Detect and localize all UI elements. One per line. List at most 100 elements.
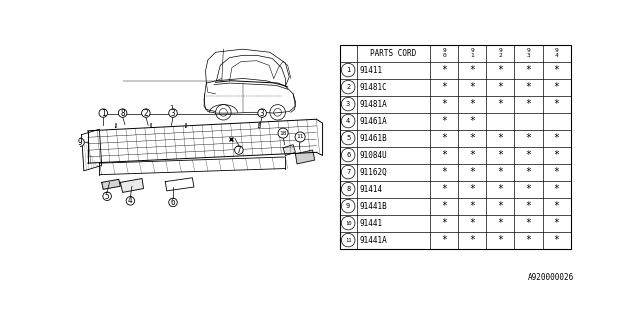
Text: *: * xyxy=(525,201,531,211)
Text: *: * xyxy=(497,150,504,160)
Text: 9
0: 9 0 xyxy=(442,48,446,58)
Text: *: * xyxy=(442,150,447,160)
Text: *: * xyxy=(525,82,531,92)
Text: 11: 11 xyxy=(345,238,351,243)
Text: 91084U: 91084U xyxy=(359,151,387,160)
Text: 4: 4 xyxy=(128,196,132,205)
Text: 11: 11 xyxy=(296,134,304,140)
Text: 91411: 91411 xyxy=(359,66,382,75)
Text: *: * xyxy=(470,65,476,75)
Circle shape xyxy=(258,109,266,117)
Text: *: * xyxy=(470,167,476,177)
Text: 8: 8 xyxy=(120,108,125,117)
Text: 10: 10 xyxy=(279,131,287,136)
Text: *: * xyxy=(470,150,476,160)
Text: *: * xyxy=(442,82,447,92)
Text: 3: 3 xyxy=(260,108,264,117)
Text: PARTS CORD: PARTS CORD xyxy=(371,49,417,58)
Text: *: * xyxy=(554,99,559,109)
Text: 8: 8 xyxy=(346,186,350,192)
Text: 91481C: 91481C xyxy=(359,83,387,92)
Text: 6: 6 xyxy=(171,198,175,207)
Text: *: * xyxy=(554,82,559,92)
Text: 91441A: 91441A xyxy=(359,236,387,244)
Text: *: * xyxy=(525,65,531,75)
Text: 1: 1 xyxy=(346,67,350,73)
Text: 3: 3 xyxy=(346,101,350,107)
Text: *: * xyxy=(470,218,476,228)
Text: A920000026: A920000026 xyxy=(527,274,573,283)
Circle shape xyxy=(99,109,108,117)
Text: *: * xyxy=(497,65,504,75)
Polygon shape xyxy=(283,145,296,156)
Text: *: * xyxy=(497,235,504,245)
Text: *: * xyxy=(442,65,447,75)
Text: *: * xyxy=(525,99,531,109)
Text: *: * xyxy=(442,167,447,177)
Text: *: * xyxy=(497,218,504,228)
Text: *: * xyxy=(442,201,447,211)
Text: 91441: 91441 xyxy=(359,219,382,228)
Text: 1: 1 xyxy=(170,105,173,111)
Circle shape xyxy=(76,138,84,147)
Text: *: * xyxy=(442,235,447,245)
Circle shape xyxy=(141,109,150,117)
Text: 10: 10 xyxy=(345,220,351,226)
Text: *: * xyxy=(497,133,504,143)
Text: 9
3: 9 3 xyxy=(527,48,531,58)
Text: 5: 5 xyxy=(346,135,350,141)
Polygon shape xyxy=(296,150,315,164)
Text: *: * xyxy=(497,82,504,92)
Text: *: * xyxy=(442,218,447,228)
Text: *: * xyxy=(525,218,531,228)
Text: *: * xyxy=(470,99,476,109)
Text: *: * xyxy=(470,235,476,245)
Circle shape xyxy=(235,146,243,154)
Text: *: * xyxy=(442,116,447,126)
Text: 9: 9 xyxy=(77,138,83,147)
Text: *: * xyxy=(442,99,447,109)
Text: *: * xyxy=(554,235,559,245)
Text: *: * xyxy=(442,133,447,143)
Text: *: * xyxy=(554,184,559,194)
Text: *: * xyxy=(497,167,504,177)
Polygon shape xyxy=(102,179,120,189)
Text: *: * xyxy=(470,133,476,143)
Text: 7: 7 xyxy=(346,169,350,175)
Text: 91441B: 91441B xyxy=(359,202,387,211)
Text: *: * xyxy=(525,184,531,194)
Text: *: * xyxy=(554,201,559,211)
Text: *: * xyxy=(470,201,476,211)
Text: *: * xyxy=(497,99,504,109)
Text: *: * xyxy=(497,201,504,211)
Text: *: * xyxy=(525,235,531,245)
Text: *: * xyxy=(554,65,559,75)
Text: 7: 7 xyxy=(237,146,241,155)
Text: *: * xyxy=(497,184,504,194)
Text: *: * xyxy=(525,167,531,177)
Text: *: * xyxy=(554,150,559,160)
Text: 9
4: 9 4 xyxy=(555,48,559,58)
Text: *: * xyxy=(554,167,559,177)
Circle shape xyxy=(169,109,177,117)
Text: 9
2: 9 2 xyxy=(499,48,502,58)
Text: *: * xyxy=(442,184,447,194)
Circle shape xyxy=(295,132,305,142)
Text: 9: 9 xyxy=(346,203,350,209)
Text: 2: 2 xyxy=(346,84,350,90)
Text: 4: 4 xyxy=(346,118,350,124)
Circle shape xyxy=(278,128,288,138)
Text: 2: 2 xyxy=(143,108,148,117)
Text: 5: 5 xyxy=(105,192,109,201)
Text: 91162Q: 91162Q xyxy=(359,168,387,177)
Text: *: * xyxy=(525,133,531,143)
Text: *: * xyxy=(554,133,559,143)
Text: 3: 3 xyxy=(171,108,175,117)
Polygon shape xyxy=(120,179,143,192)
Circle shape xyxy=(126,196,134,205)
Text: 91461B: 91461B xyxy=(359,133,387,143)
Text: *: * xyxy=(470,116,476,126)
Text: 91481A: 91481A xyxy=(359,100,387,108)
Circle shape xyxy=(118,109,127,117)
Circle shape xyxy=(103,192,111,201)
